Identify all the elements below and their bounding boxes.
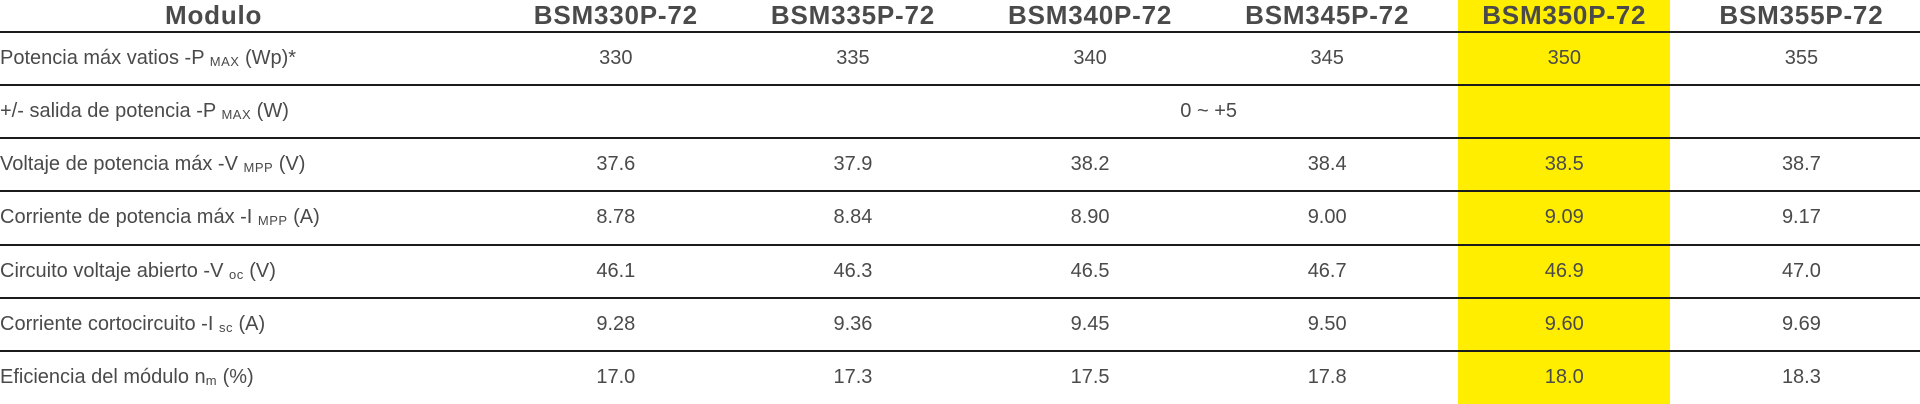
table-row-short-circuit-current: Corriente cortocircuito -I sc (A) 9.28 9.3… bbox=[0, 297, 1920, 352]
cell-module-efficiency-bsm355p-72: 18.3 bbox=[1781, 366, 1821, 389]
table-row-power-output-tolerance: +/- salida de potencia -P MAX (W) 0 ~ +5 bbox=[0, 85, 1920, 140]
cell-max-power-current-bsm355p-72: 9.17 bbox=[1682, 191, 1920, 246]
column-header-bsm355p-72: BSM355P-72 bbox=[1682, 0, 1920, 33]
column-header-bsm330p-72: BSM330P-72 bbox=[497, 0, 735, 33]
row-label-suffix: (V) bbox=[243, 259, 276, 282]
row-label-subscript: oc bbox=[228, 266, 244, 282]
row-label-text: +/- salida de potencia -P bbox=[0, 100, 222, 123]
spec-tbody: Potencia máx vatios -P MAX (Wp)* 330 335 34… bbox=[0, 32, 1920, 404]
cell-max-power-current-bsm340p-72: 8.90 bbox=[971, 191, 1209, 246]
table-row-open-circuit-voltage: Circuito voltaje abierto -V oc (V) 46.1 46… bbox=[0, 244, 1920, 299]
table-row-max-power-current: Corriente de potencia máx -I MPP (A) 8.78… bbox=[0, 191, 1920, 246]
row-label-suffix: (A) bbox=[232, 312, 266, 335]
column-header-modulo: Modulo bbox=[0, 0, 498, 33]
row-label-text: Corriente cortocircuito -I bbox=[0, 312, 219, 335]
row-label-text: Eficiencia del módulo n bbox=[0, 366, 206, 389]
cell-short-circuit-current-bsm340p-72: 9.45 bbox=[971, 297, 1209, 352]
cell-max-power-bsm330p-72: 330 bbox=[497, 32, 735, 87]
row-label-suffix: (W) bbox=[251, 100, 289, 123]
column-header-bsm350p-72: BSM350P-72 bbox=[1445, 0, 1683, 33]
cell-open-circuit-voltage-bsm335p-72: 46.3 bbox=[734, 244, 972, 299]
row-label-text: Voltaje de potencia máx -V bbox=[0, 153, 244, 176]
row-label-subscript: MAX bbox=[209, 54, 240, 70]
cell-power-output-tolerance-all-columns: 0 ~ +5 bbox=[497, 85, 1920, 140]
cell-max-power-bsm335p-72: 335 bbox=[734, 32, 972, 87]
cell-max-power-bsm355p-72: 355 bbox=[1682, 32, 1920, 87]
row-label-short-circuit-current: Corriente cortocircuito -I sc (A) bbox=[0, 297, 498, 352]
row-label-subscript: MPP bbox=[243, 160, 274, 176]
table-row-max-power: Potencia máx vatios -P MAX (Wp)* 330 335 34… bbox=[0, 32, 1920, 87]
cell-module-efficiency-bsm345p-72: 17.8 bbox=[1307, 366, 1347, 389]
row-label-module-efficiency: Eficiencia del módulo nm (%) bbox=[0, 351, 497, 404]
row-label-suffix: (V) bbox=[273, 153, 306, 176]
cell-open-circuit-voltage-bsm350p-72: 46.9 bbox=[1445, 244, 1683, 299]
cell-short-circuit-current-bsm335p-72: 9.36 bbox=[734, 297, 972, 352]
row-label-max-power: Potencia máx vatios -P MAX (Wp)* bbox=[0, 32, 498, 87]
column-header-bsm340p-72: BSM340P-72 bbox=[971, 0, 1209, 33]
cell-module-efficiency-bsm340p-72: 17.5 bbox=[1070, 366, 1110, 389]
table-row-module-efficiency: Eficiencia del módulo nm (%) 17.0 17.3 17.5… bbox=[0, 351, 1920, 404]
row-label-text: Circuito voltaje abierto -V bbox=[0, 259, 229, 282]
row-label-max-power-voltage: Voltaje de potencia máx -V MPP (V) bbox=[0, 138, 498, 193]
row-label-subscript: sc bbox=[218, 319, 233, 335]
cell-max-power-voltage-bsm335p-72: 37.9 bbox=[734, 138, 972, 193]
cell-max-power-current-bsm345p-72: 9.00 bbox=[1208, 191, 1446, 246]
cell-max-power-current-bsm335p-72: 8.84 bbox=[734, 191, 972, 246]
row-label-text: Potencia máx vatios -P bbox=[0, 47, 210, 70]
cell-open-circuit-voltage-bsm340p-72: 46.5 bbox=[971, 244, 1209, 299]
table-row-max-power-voltage: Voltaje de potencia máx -V MPP (V) 37.6 37… bbox=[0, 138, 1920, 193]
row-label-open-circuit-voltage: Circuito voltaje abierto -V oc (V) bbox=[0, 244, 498, 299]
row-label-text: Corriente de potencia máx -I bbox=[0, 206, 258, 229]
cell-module-efficiency-bsm330p-72: 17.0 bbox=[596, 366, 636, 389]
cell-max-power-voltage-bsm340p-72: 38.2 bbox=[971, 138, 1209, 193]
row-label-suffix: (%) bbox=[217, 366, 254, 389]
row-label-subscript: m bbox=[205, 373, 218, 389]
cell-short-circuit-current-bsm350p-72: 9.60 bbox=[1445, 297, 1683, 352]
cell-open-circuit-voltage-bsm355p-72: 47.0 bbox=[1682, 244, 1920, 299]
row-label-power-output-tolerance: +/- salida de potencia -P MAX (W) bbox=[0, 85, 498, 140]
cell-short-circuit-current-bsm345p-72: 9.50 bbox=[1208, 297, 1446, 352]
cell-max-power-voltage-bsm350p-72: 38.5 bbox=[1445, 138, 1683, 193]
cell-short-circuit-current-bsm330p-72: 9.28 bbox=[497, 297, 735, 352]
row-label-suffix: (Wp)* bbox=[239, 47, 297, 70]
cell-max-power-voltage-bsm345p-72: 38.4 bbox=[1208, 138, 1446, 193]
cell-short-circuit-current-bsm355p-72: 9.69 bbox=[1682, 297, 1920, 352]
header-row: Modulo BSM330P-72 BSM335P-72 BSM340P-72 BSM… bbox=[0, 0, 1920, 33]
row-label-subscript: MAX bbox=[221, 107, 252, 123]
row-label-suffix: (A) bbox=[287, 206, 320, 229]
cell-max-power-bsm350p-72: 350 bbox=[1445, 32, 1683, 87]
column-header-bsm345p-72: BSM345P-72 bbox=[1208, 0, 1446, 33]
cell-module-efficiency-bsm350p-72: 18.0 bbox=[1544, 366, 1584, 389]
cell-max-power-voltage-bsm355p-72: 38.7 bbox=[1682, 138, 1920, 193]
cell-open-circuit-voltage-bsm345p-72: 46.7 bbox=[1208, 244, 1446, 299]
cell-max-power-bsm345p-72: 345 bbox=[1208, 32, 1446, 87]
cell-max-power-voltage-bsm330p-72: 37.6 bbox=[497, 138, 735, 193]
cell-module-efficiency-bsm335p-72: 17.3 bbox=[833, 366, 873, 389]
cell-max-power-current-bsm350p-72: 9.09 bbox=[1445, 191, 1683, 246]
row-label-subscript: MPP bbox=[257, 213, 288, 229]
cell-max-power-current-bsm330p-72: 8.78 bbox=[497, 191, 735, 246]
row-label-max-power-current: Corriente de potencia máx -I MPP (A) bbox=[0, 191, 498, 246]
cell-open-circuit-voltage-bsm330p-72: 46.1 bbox=[497, 244, 735, 299]
cell-max-power-bsm340p-72: 340 bbox=[971, 32, 1209, 87]
column-header-bsm335p-72: BSM335P-72 bbox=[734, 0, 972, 33]
